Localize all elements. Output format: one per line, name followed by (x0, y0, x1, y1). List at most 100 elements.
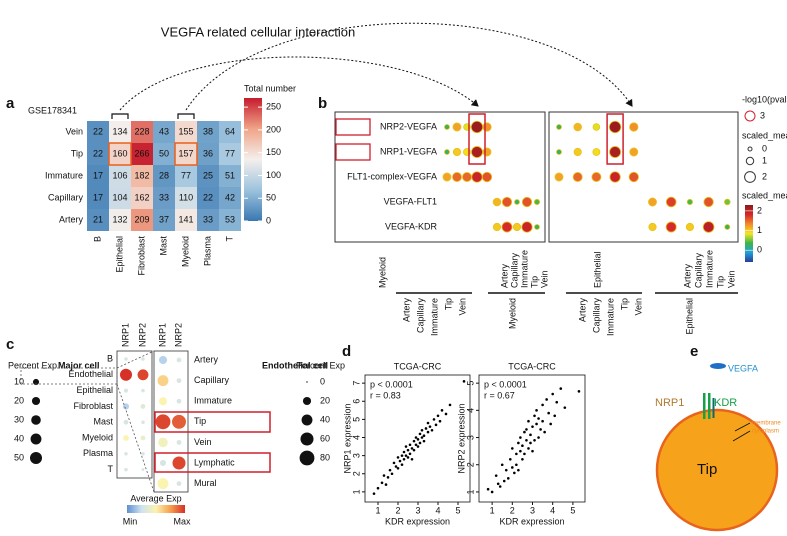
point (426, 421, 430, 425)
point (559, 387, 563, 390)
point (529, 433, 532, 437)
heatmap-cell (87, 121, 109, 143)
colorbar (127, 505, 185, 513)
interaction-arc (119, 56, 479, 111)
gene-label: NRP1 (157, 323, 167, 347)
heatmap-cell (197, 187, 219, 209)
point (517, 468, 520, 472)
point (376, 486, 380, 490)
cell-label: 266 (134, 148, 149, 158)
receptor (712, 398, 715, 418)
cell-label: 38 (203, 126, 213, 136)
column-label: Plasma (202, 236, 212, 266)
heatmap-cell (153, 187, 175, 209)
point (412, 439, 416, 443)
point (436, 414, 440, 418)
dot (591, 172, 602, 182)
dot (685, 222, 695, 232)
dot (140, 435, 146, 441)
legend-label: 0 (762, 143, 767, 153)
cell-label: 36 (203, 148, 213, 158)
point (555, 400, 559, 404)
y-tick-label: 4 (351, 435, 361, 440)
y-tick-label: 2 (465, 462, 475, 467)
point (438, 419, 442, 423)
dot (492, 222, 502, 232)
point (422, 439, 426, 443)
column-label: Epithelial (114, 236, 124, 273)
source-label: Capillary (509, 252, 519, 288)
point (382, 474, 386, 477)
dot (159, 459, 167, 467)
target-label: Capillary (591, 298, 601, 334)
dot (158, 437, 168, 448)
dot (471, 146, 483, 158)
dot (482, 147, 492, 157)
point (408, 452, 412, 456)
cell-label: 155 (178, 126, 193, 136)
heatmap-cell (131, 165, 153, 187)
source-label: Artery (499, 263, 509, 288)
dot (556, 149, 562, 155)
point (537, 436, 540, 439)
legend-label: 40 (320, 414, 330, 424)
row-label: Epithelial (76, 385, 113, 395)
point (390, 472, 394, 476)
highlight (468, 113, 486, 165)
dot (703, 196, 714, 208)
row-label: VEGFA-KDR (385, 221, 438, 231)
heatmap-cell (87, 209, 109, 231)
dot (444, 149, 450, 155)
point (551, 392, 554, 396)
colorbar-label: 100 (266, 170, 281, 180)
dot (158, 355, 168, 365)
dot (471, 171, 483, 183)
dot (592, 123, 601, 131)
colorbar-label: 250 (266, 101, 281, 111)
highlight (606, 113, 624, 165)
point (416, 438, 420, 441)
x-tick-label: 4 (435, 505, 440, 515)
point (500, 463, 504, 467)
receptor-label: NRP1 (655, 397, 684, 409)
row-label: VEGFA-FLT1 (384, 196, 437, 206)
row-label: Immature (45, 170, 83, 180)
heatmap-cell (109, 209, 131, 231)
x-tick-label: 1 (490, 505, 495, 515)
source-label: Capillary (693, 252, 703, 288)
gene-label: NRP2 (173, 323, 183, 347)
heatmap-cell (131, 121, 153, 143)
legend-title: scaled_means (742, 190, 787, 200)
legend-dot (744, 171, 756, 183)
point (400, 454, 404, 457)
x-tick-label: 4 (550, 505, 555, 515)
dot (724, 224, 731, 230)
highlight (154, 411, 271, 433)
dot (512, 222, 522, 232)
x-axis-label: KDR expression (385, 516, 450, 526)
source-label: Vein (539, 270, 549, 288)
dot (702, 221, 715, 233)
point (424, 427, 428, 430)
dot (124, 357, 128, 361)
point (521, 458, 524, 461)
heatmap-cell (219, 165, 241, 187)
point (448, 403, 452, 407)
x-tick-label: 1 (375, 505, 380, 515)
row-label: Endothelial (68, 369, 113, 379)
heatmap-cell (175, 187, 197, 209)
colorbar-label: 2 (757, 205, 762, 215)
target-label: Artery (401, 298, 411, 323)
point (577, 390, 581, 393)
highlight (154, 452, 271, 473)
x-tick-label: 3 (415, 505, 420, 515)
dot (141, 468, 145, 472)
row-label: Plasma (83, 448, 113, 458)
target-label: Vein (457, 298, 467, 316)
row-label: Capillary (194, 375, 230, 385)
cell-label: 43 (159, 126, 169, 136)
connector (116, 350, 155, 493)
point (430, 428, 434, 432)
dot (608, 120, 622, 134)
